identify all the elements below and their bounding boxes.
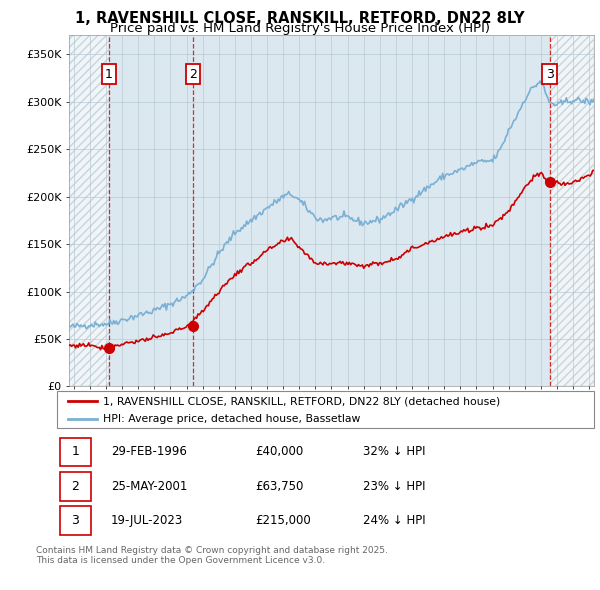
Text: 23% ↓ HPI: 23% ↓ HPI [363, 480, 425, 493]
Text: £40,000: £40,000 [256, 445, 304, 458]
Text: 3: 3 [71, 514, 79, 527]
Bar [59, 438, 91, 466]
Bar [550, 35, 594, 386]
Text: 25-MAY-2001: 25-MAY-2001 [111, 480, 187, 493]
Bar [69, 35, 109, 386]
Text: 1: 1 [71, 445, 79, 458]
Text: Price paid vs. HM Land Registry's House Price Index (HPI): Price paid vs. HM Land Registry's House … [110, 22, 490, 35]
Text: 2: 2 [189, 67, 197, 80]
Text: £215,000: £215,000 [256, 514, 311, 527]
Text: 32% ↓ HPI: 32% ↓ HPI [363, 445, 425, 458]
Text: 29-FEB-1996: 29-FEB-1996 [111, 445, 187, 458]
Text: 24% ↓ HPI: 24% ↓ HPI [363, 514, 426, 527]
Text: 3: 3 [545, 67, 553, 80]
Text: £63,750: £63,750 [256, 480, 304, 493]
Text: 19-JUL-2023: 19-JUL-2023 [111, 514, 183, 527]
Text: 1: 1 [104, 67, 113, 80]
Bar [59, 506, 91, 535]
Text: 1, RAVENSHILL CLOSE, RANSKILL, RETFORD, DN22 8LY (detached house): 1, RAVENSHILL CLOSE, RANSKILL, RETFORD, … [103, 396, 500, 406]
Text: 2: 2 [71, 480, 79, 493]
Text: Contains HM Land Registry data © Crown copyright and database right 2025.
This d: Contains HM Land Registry data © Crown c… [36, 546, 388, 565]
Bar [59, 472, 91, 500]
Text: 1, RAVENSHILL CLOSE, RANSKILL, RETFORD, DN22 8LY: 1, RAVENSHILL CLOSE, RANSKILL, RETFORD, … [75, 11, 525, 25]
Text: HPI: Average price, detached house, Bassetlaw: HPI: Average price, detached house, Bass… [103, 414, 360, 424]
